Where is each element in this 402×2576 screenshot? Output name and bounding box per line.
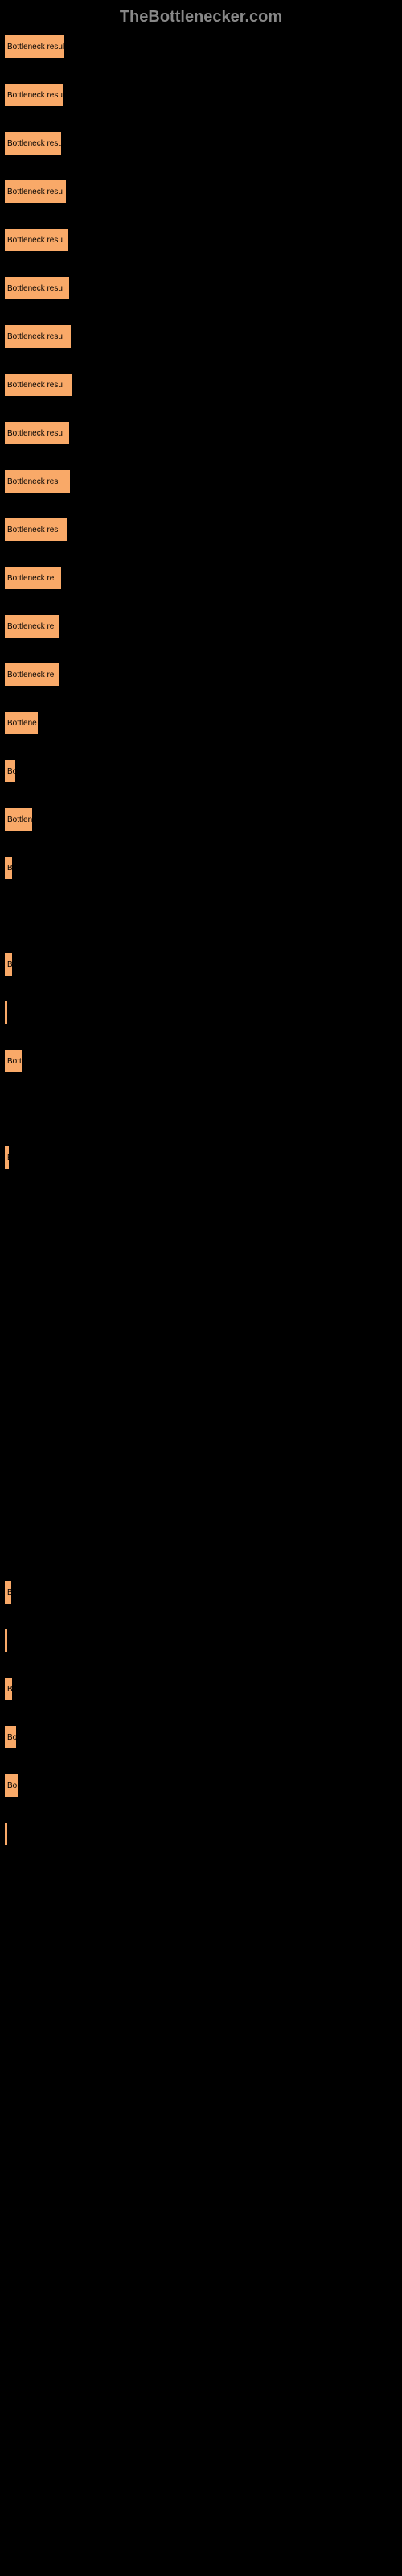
- bar-row: Bottleneck resul: [4, 83, 398, 107]
- chart-bar: Bottleneck resu: [4, 131, 62, 155]
- chart-bar: Bottleneck res: [4, 469, 71, 493]
- chart-bar: Bottlene: [4, 711, 39, 735]
- chart-bar: Bott: [4, 1049, 23, 1073]
- bar-label: B: [7, 1588, 12, 1597]
- bar-label: Bottleneck resu: [7, 381, 63, 390]
- bar-row: [4, 1339, 398, 1363]
- bar-row: B: [4, 1580, 398, 1604]
- bar-row: B: [4, 952, 398, 976]
- chart-bar: [4, 1822, 8, 1846]
- bar-row: B: [4, 856, 398, 880]
- bar-row: [4, 1484, 398, 1508]
- bar-row: Bo: [4, 1725, 398, 1749]
- bar-row: [4, 1097, 398, 1121]
- bar-row: Bottleneck re: [4, 663, 398, 687]
- chart-bar: Bottleneck resu: [4, 276, 70, 300]
- chart-bar: Bottleneck resul: [4, 83, 64, 107]
- chart-bar: Bottleneck resu: [4, 324, 72, 349]
- bar-chart: Bottleneck result Bottleneck resul Bottlen…: [0, 35, 402, 1846]
- bar-label: Bottleneck resu: [7, 284, 63, 293]
- chart-bar: B: [4, 1146, 10, 1170]
- bar-label: Bo: [7, 767, 16, 776]
- bar-row: Bottleneck resu: [4, 421, 398, 445]
- bar-row: Bottleneck resu: [4, 180, 398, 204]
- chart-bar: Bo: [4, 1725, 17, 1749]
- chart-bar: Bottleneck re: [4, 566, 62, 590]
- chart-bar: B: [4, 1677, 13, 1701]
- chart-bar: Bottlen: [4, 807, 33, 832]
- bar-row: Bottleneck resu: [4, 324, 398, 349]
- chart-bar: B: [4, 1580, 12, 1604]
- chart-bar: Bottleneck re: [4, 614, 60, 638]
- bar-label: Bottleneck resu: [7, 332, 63, 341]
- bar-row: Bottleneck resu: [4, 228, 398, 252]
- bar-row: [4, 1242, 398, 1266]
- bar-row: [4, 1435, 398, 1459]
- bar-label: B: [7, 1685, 13, 1694]
- chart-bar: Bo: [4, 1773, 18, 1798]
- bar-label: Bottleneck resu: [7, 236, 63, 245]
- header-title: TheBottlenecker.com: [120, 8, 282, 26]
- bar-row: Bottleneck re: [4, 614, 398, 638]
- bar-label: B: [7, 864, 13, 873]
- bar-label: Bottleneck resu: [7, 139, 62, 148]
- bar-row: Bo: [4, 759, 398, 783]
- bar-row: [4, 1387, 398, 1411]
- bar-label: Bottleneck res: [7, 526, 58, 535]
- bar-row: [4, 1629, 398, 1653]
- bar-label: Bo: [7, 1733, 17, 1742]
- chart-bar: B: [4, 952, 13, 976]
- chart-bar: Bottleneck resu: [4, 373, 73, 397]
- bar-label: Bottleneck re: [7, 671, 54, 679]
- bar-row: Bottlene: [4, 711, 398, 735]
- bar-label: B: [7, 960, 13, 969]
- bar-label: Bottleneck re: [7, 622, 54, 631]
- bar-label: Bottlene: [7, 719, 37, 728]
- bar-label: B: [7, 1154, 10, 1162]
- chart-bar: Bottleneck resu: [4, 180, 67, 204]
- bar-label: Bottleneck res: [7, 477, 58, 486]
- chart-bar: Bottleneck res: [4, 518, 68, 542]
- chart-bar: [4, 1629, 8, 1653]
- bar-row: Bottleneck resu: [4, 373, 398, 397]
- page-header: TheBottlenecker.com: [0, 0, 402, 35]
- bar-row: [4, 1194, 398, 1218]
- chart-bar: Bottleneck resu: [4, 421, 70, 445]
- bar-label: Bott: [7, 1057, 22, 1066]
- bar-row: Bo: [4, 1773, 398, 1798]
- bar-label: Bottleneck resul: [7, 91, 64, 100]
- bar-row: B: [4, 1146, 398, 1170]
- bar-row: Bott: [4, 1049, 398, 1073]
- bar-label: Bottleneck resu: [7, 188, 63, 196]
- chart-bar: Bottleneck resu: [4, 228, 68, 252]
- bar-label: Bottlen: [7, 815, 32, 824]
- bar-row: Bottlen: [4, 807, 398, 832]
- bar-row: [4, 1290, 398, 1315]
- bar-label: Bottleneck resu: [7, 429, 63, 438]
- chart-bar: Bottleneck result: [4, 35, 65, 59]
- bar-row: B: [4, 1677, 398, 1701]
- bar-label: Bo: [7, 1781, 17, 1790]
- chart-bar: [4, 1001, 8, 1025]
- bar-row: Bottleneck result: [4, 35, 398, 59]
- bar-label: Bottleneck re: [7, 574, 54, 583]
- bar-row: [4, 1532, 398, 1556]
- bar-label: Bottleneck result: [7, 43, 65, 52]
- bar-row: Bottleneck res: [4, 518, 398, 542]
- bar-row: [4, 904, 398, 928]
- bar-row: [4, 1822, 398, 1846]
- chart-bar: B: [4, 856, 13, 880]
- chart-bar: Bo: [4, 759, 16, 783]
- bar-row: Bottleneck resu: [4, 131, 398, 155]
- bar-row: [4, 1001, 398, 1025]
- bar-row: Bottleneck res: [4, 469, 398, 493]
- bar-row: Bottleneck resu: [4, 276, 398, 300]
- chart-bar: Bottleneck re: [4, 663, 60, 687]
- bar-row: Bottleneck re: [4, 566, 398, 590]
